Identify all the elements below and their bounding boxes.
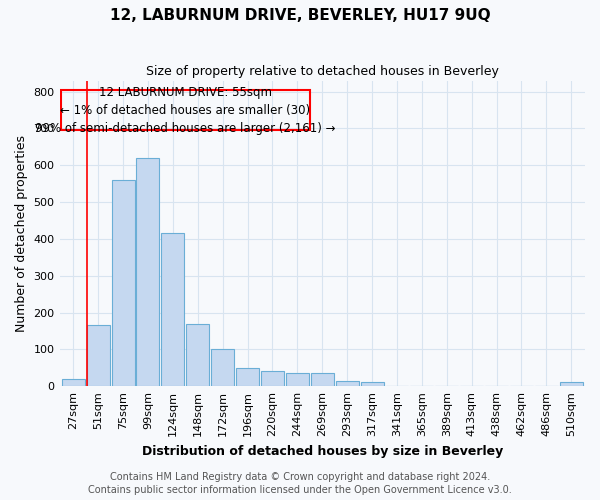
X-axis label: Distribution of detached houses by size in Beverley: Distribution of detached houses by size …	[142, 444, 503, 458]
Bar	[61, 90, 310, 130]
Bar	[112, 180, 134, 386]
Text: Contains HM Land Registry data © Crown copyright and database right 2024.
Contai: Contains HM Land Registry data © Crown c…	[88, 472, 512, 495]
Bar	[186, 324, 209, 386]
Bar	[211, 350, 234, 386]
Bar	[136, 158, 160, 386]
Text: 12, LABURNUM DRIVE, BEVERLEY, HU17 9UQ: 12, LABURNUM DRIVE, BEVERLEY, HU17 9UQ	[110, 8, 490, 22]
Bar	[261, 372, 284, 386]
Bar	[161, 234, 184, 386]
Bar	[86, 326, 110, 386]
Y-axis label: Number of detached properties: Number of detached properties	[15, 135, 28, 332]
Bar	[62, 379, 85, 386]
Bar	[236, 368, 259, 386]
Bar	[286, 374, 309, 386]
Title: Size of property relative to detached houses in Beverley: Size of property relative to detached ho…	[146, 65, 499, 78]
Bar	[336, 380, 359, 386]
Bar	[560, 382, 583, 386]
Text: 12 LABURNUM DRIVE: 55sqm
← 1% of detached houses are smaller (30)
99% of semi-de: 12 LABURNUM DRIVE: 55sqm ← 1% of detache…	[35, 86, 335, 134]
Bar	[361, 382, 383, 386]
Bar	[311, 374, 334, 386]
